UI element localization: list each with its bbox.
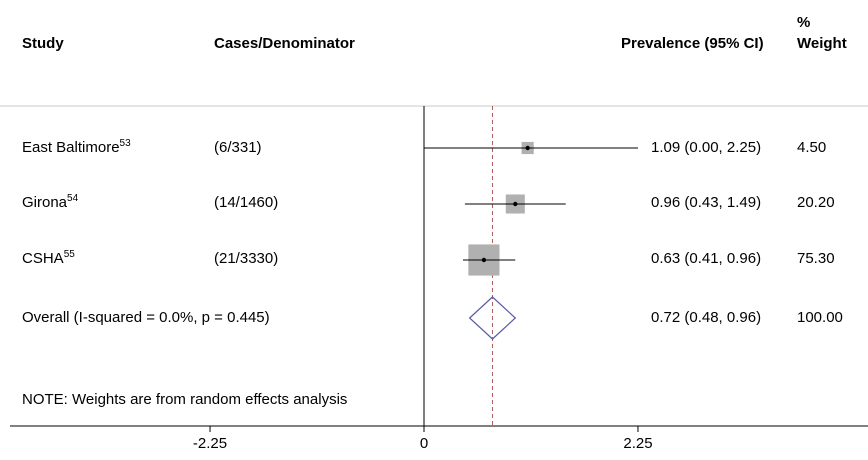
header-cases: Cases/Denominator (214, 35, 355, 52)
overall-label: Overall (I-squared = 0.0%, p = 0.445) (22, 309, 270, 326)
cases-csha: (21/3330) (214, 250, 279, 267)
header-weight-percent: % (797, 14, 811, 31)
point-estimate-east-baltimore (525, 145, 530, 151)
study-label-csha: CSHA55 (22, 249, 75, 268)
header-prevalence: Prevalence (95% CI) (621, 35, 764, 52)
point-estimate-girona (513, 201, 518, 207)
weight-girona: 20.20 (797, 194, 835, 211)
x-tick-label-0: -2.25 (193, 435, 227, 452)
cases-east-baltimore: (6/331) (214, 139, 262, 156)
ci-text-girona: 0.96 (0.43, 1.49) (651, 194, 762, 211)
x-tick-label-1: 0 (420, 435, 428, 452)
study-label-east-baltimore: East Baltimore53 (22, 138, 131, 157)
note-text: NOTE: Weights are from random effects an… (22, 391, 348, 408)
header-study: Study (22, 35, 64, 52)
ci-text-csha: 0.63 (0.41, 0.96) (651, 250, 762, 267)
overall-weight: 100.00 (797, 309, 843, 326)
study-ref-55: 55 (63, 249, 75, 260)
overall-ci-text: 0.72 (0.48, 0.96) (651, 309, 762, 326)
x-tick-label-2: 2.25 (623, 435, 652, 452)
cases-girona: (14/1460) (214, 194, 279, 211)
point-estimate-csha (481, 257, 487, 263)
weight-csha: 75.30 (797, 250, 835, 267)
header-weight: Weight (797, 35, 847, 52)
study-ref-54: 54 (67, 193, 79, 204)
study-label-girona: Girona54 (22, 193, 79, 212)
study-ref-53: 53 (119, 138, 131, 149)
weight-east-baltimore: 4.50 (797, 139, 827, 156)
ci-text-east-baltimore: 1.09 (0.00, 2.25) (651, 139, 762, 156)
overall-diamond (468, 296, 517, 340)
